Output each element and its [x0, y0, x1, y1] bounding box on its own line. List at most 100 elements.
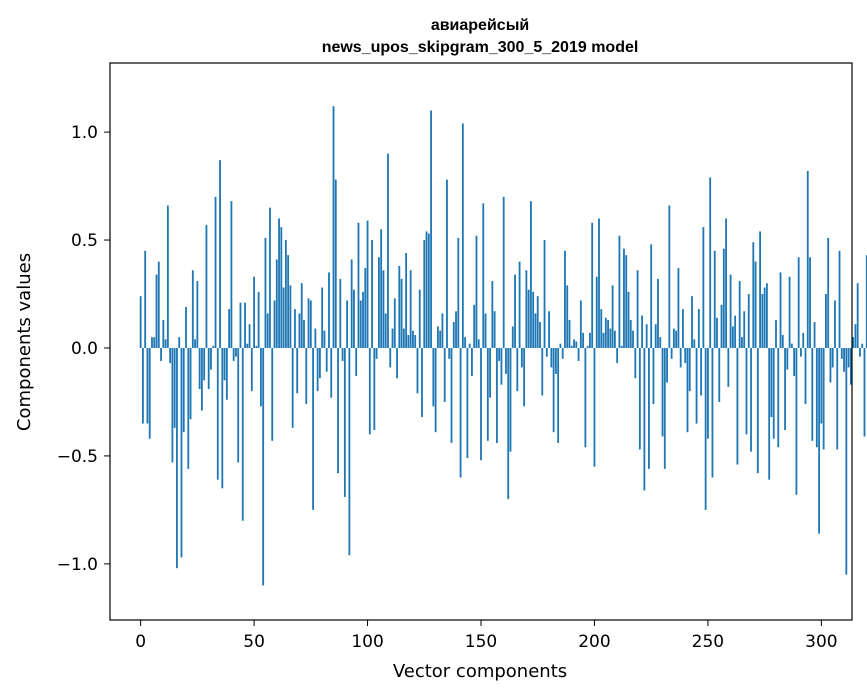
bar [743, 311, 746, 348]
bar [248, 324, 251, 348]
bar [357, 222, 360, 348]
y-tick-label: 1.0 [71, 123, 98, 143]
bar [675, 330, 678, 348]
bar [250, 347, 253, 392]
bar [196, 281, 199, 348]
bar [393, 298, 396, 348]
bar [500, 347, 503, 385]
bar [232, 347, 235, 361]
bar [423, 240, 426, 348]
bar [829, 347, 832, 383]
bar [418, 289, 421, 348]
bar [416, 347, 419, 394]
bar [221, 347, 224, 489]
bar [282, 287, 285, 348]
bar [273, 300, 276, 348]
bar [441, 313, 444, 348]
bar [768, 347, 771, 480]
bar [375, 347, 378, 359]
bar [568, 319, 571, 348]
bar [355, 347, 358, 377]
y-tick-label: 0.5 [71, 231, 98, 251]
bar [668, 205, 671, 348]
x-axis-label: Vector components [393, 661, 567, 682]
bar [371, 240, 373, 348]
bar [727, 347, 730, 387]
bar [373, 347, 376, 431]
bar [600, 309, 603, 348]
bar [495, 347, 498, 443]
bar [809, 257, 811, 348]
bar [707, 347, 709, 439]
bar [514, 274, 516, 348]
bar [677, 268, 680, 348]
bar [346, 300, 349, 348]
x-tick-label: 250 [692, 632, 724, 652]
bar [618, 235, 621, 348]
bar [607, 319, 609, 348]
bar [652, 347, 655, 405]
bar [586, 345, 589, 348]
bar [620, 345, 623, 348]
bar [561, 347, 564, 359]
bar [559, 343, 562, 348]
bar [382, 270, 385, 348]
bar [831, 347, 834, 368]
bar [330, 347, 333, 398]
bar [786, 347, 789, 370]
bar [843, 347, 845, 372]
bar [178, 337, 181, 348]
bar [294, 309, 296, 348]
bar [502, 196, 505, 348]
bar [595, 276, 598, 348]
bar [471, 347, 473, 377]
bar [541, 347, 544, 396]
bar [575, 341, 578, 348]
bar [663, 347, 666, 469]
bar [316, 347, 319, 392]
bar [659, 337, 662, 348]
bar [298, 313, 301, 348]
bar [164, 339, 167, 348]
bar [632, 330, 634, 348]
bar [577, 347, 580, 361]
bar [187, 347, 190, 469]
bar [554, 347, 557, 374]
bar [402, 328, 405, 348]
bar [368, 347, 371, 435]
bar [389, 347, 392, 368]
bar [436, 326, 439, 348]
y-axis: −1.0 −0.5 0.0 0.5 1.0 [57, 123, 110, 575]
bar [182, 347, 185, 433]
bar [818, 347, 821, 534]
y-axis-label: Components values [14, 253, 35, 431]
bar [216, 347, 219, 480]
bar [461, 123, 464, 348]
bar [613, 330, 616, 348]
bar [520, 347, 523, 368]
bar [545, 347, 548, 357]
bar [754, 261, 757, 348]
bar [645, 324, 648, 348]
bar [398, 265, 401, 348]
bar [684, 347, 687, 364]
bar [205, 224, 208, 348]
bar [353, 289, 355, 348]
bar [686, 347, 689, 433]
bar [144, 250, 147, 348]
bar [407, 335, 410, 348]
x-tick-label: 0 [135, 632, 146, 652]
bar [480, 347, 482, 461]
bar [185, 306, 187, 348]
bar [591, 222, 594, 348]
bar [702, 227, 705, 348]
bar [643, 347, 646, 491]
bar [836, 347, 839, 450]
bar [865, 255, 867, 348]
bar [207, 347, 210, 389]
bar [584, 347, 587, 448]
bar [557, 347, 560, 443]
bar [611, 285, 614, 348]
bar [278, 218, 280, 348]
bar [289, 285, 292, 348]
